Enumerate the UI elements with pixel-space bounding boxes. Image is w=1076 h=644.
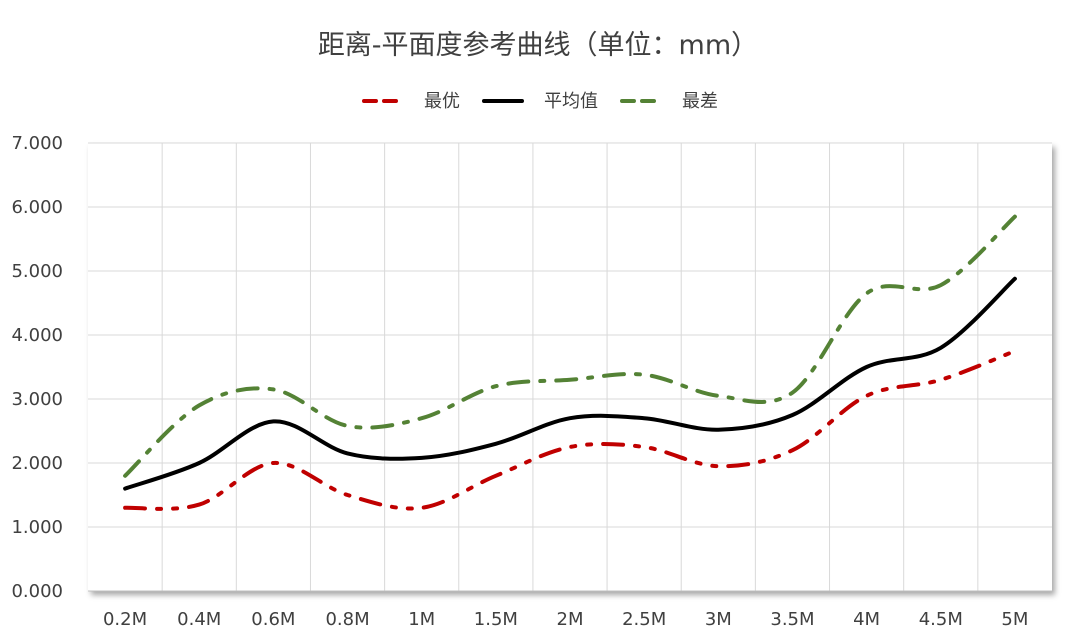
- plot-area: [88, 143, 1052, 591]
- series-line-1: [123, 276, 1017, 491]
- x-tick-label: 0.4M: [177, 609, 221, 630]
- x-tick-label: 5M: [1001, 609, 1028, 630]
- legend-item-0: 最优: [362, 91, 460, 112]
- legend-label: 平均值: [544, 91, 598, 112]
- grid-lines: [88, 142, 1052, 591]
- y-tick-label: 7.000: [11, 133, 63, 154]
- chart-title: 距离-平面度参考曲线（单位：mm）: [318, 30, 758, 61]
- axes: 0.000 1.000 2.000 3.000 4.000 5.000 6.000 7.000…: [11, 133, 1052, 630]
- legend-item-1: 平均值: [482, 91, 598, 112]
- y-tick-label: 6.000: [11, 197, 63, 218]
- x-tick-label: 1M: [408, 609, 435, 630]
- legend-label: 最优: [424, 91, 460, 112]
- legend-item-2: 最差: [620, 91, 718, 112]
- legend-label: 最差: [682, 91, 718, 112]
- x-tick-label: 3M: [705, 609, 732, 630]
- y-tick-label: 5.000: [11, 261, 63, 282]
- y-tick-label: 0.000: [11, 581, 63, 602]
- series-lines: [123, 214, 1017, 511]
- x-tick-label: 3.5M: [770, 609, 814, 630]
- x-tick-label: 4M: [853, 609, 880, 630]
- y-tick-label: 3.000: [11, 389, 63, 410]
- series-line-0: [123, 349, 1017, 511]
- x-tick-label: 2.5M: [622, 609, 666, 630]
- series-line-2: [123, 214, 1017, 478]
- x-tick-label: 4.5M: [919, 609, 963, 630]
- x-tick-label: 2M: [557, 609, 584, 630]
- legend: 最优 平均值 最差: [362, 91, 718, 112]
- x-tick-label: 1.5M: [474, 609, 518, 630]
- y-tick-label: 1.000: [11, 517, 63, 538]
- x-tick-label: 0.6M: [251, 609, 295, 630]
- x-tick-label: 0.8M: [325, 609, 369, 630]
- y-tick-label: 4.000: [11, 325, 63, 346]
- x-tick-label: 0.2M: [103, 609, 147, 630]
- y-tick-label: 2.000: [11, 453, 63, 474]
